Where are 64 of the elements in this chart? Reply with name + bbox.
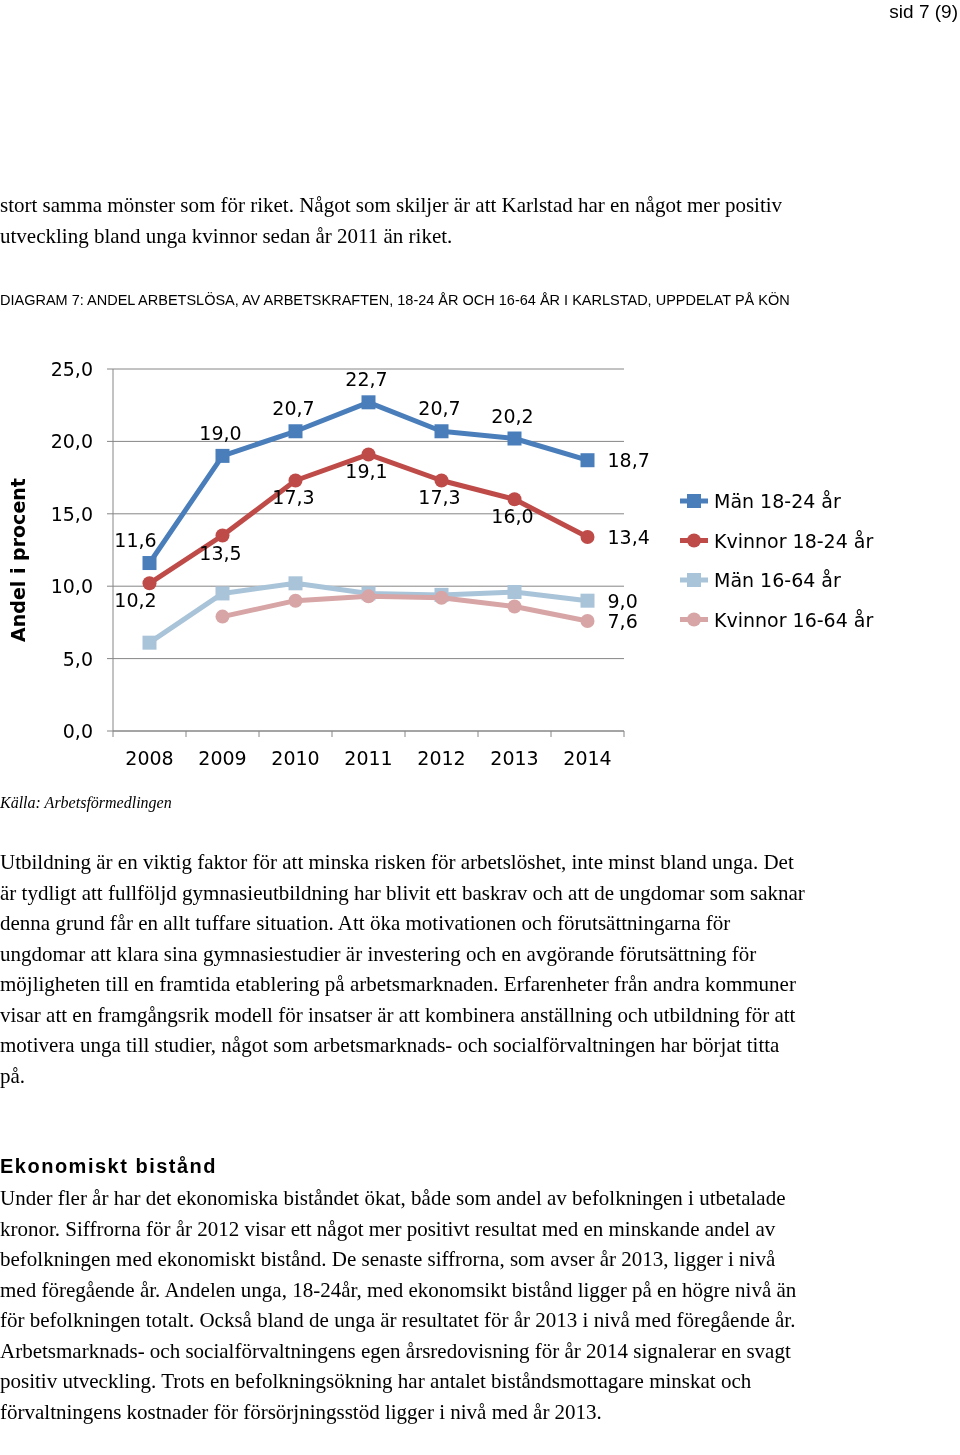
y-tick-label: 10,0 bbox=[50, 575, 93, 598]
legend-label: Kvinnor 16-64 år bbox=[714, 608, 874, 631]
text: sid 7 (9) bbox=[889, 1, 958, 22]
point bbox=[507, 431, 522, 446]
point bbox=[580, 453, 595, 468]
point bbox=[288, 424, 303, 439]
text: Källa: Arbetsförmedlingen bbox=[0, 794, 172, 812]
data-label: 13,5 bbox=[199, 541, 242, 564]
point bbox=[580, 529, 595, 544]
legend-label: Män 18-24 år bbox=[714, 490, 842, 512]
data-label: 13,4 bbox=[607, 525, 650, 548]
data-label: 22,7 bbox=[345, 368, 388, 391]
point bbox=[288, 576, 303, 591]
x-tick-label: 2009 bbox=[198, 747, 247, 769]
data-label: 20,7 bbox=[418, 397, 461, 420]
data-label: 20,2 bbox=[491, 404, 534, 427]
data-label: 20,7 bbox=[272, 397, 315, 420]
data-label: 17,3 bbox=[418, 486, 461, 509]
legend-label: Kvinnor 18-24 år bbox=[714, 529, 874, 552]
point bbox=[507, 599, 522, 614]
text: Utbildning är en viktig faktor för att minska risken för arbetslöshet, inte minst bland unga. Det är tydligt att fullföljd gymnasieutbildning har blivit ett baskrav och att de ungdomar som saknar denna grund får en allt tuffare situation. Att öka motivationen och förutsättningarna för ungdomar att klara sina gymnasiestudier är investering och en avgörande förutsättning för möjligheten till en framtida etablering på arbetsmarknaden. Erfarenheter från andra kommuner visar att en framgångsrik modell för insatser är att kombinera anställning och utbildning för att motivera unga till studier, något som arbetsmarknads- och socialförvaltningen har börjat titta på. bbox=[0, 850, 805, 1088]
point bbox=[580, 593, 595, 608]
point bbox=[142, 576, 157, 591]
point bbox=[215, 609, 230, 624]
x-tick-label: 2012 bbox=[417, 747, 466, 769]
data-label: 7,6 bbox=[607, 609, 638, 632]
text: Ekonomiskt bistånd bbox=[0, 1155, 218, 1177]
x-tick-label: 2011 bbox=[344, 747, 393, 769]
data-label: 9,0 bbox=[607, 589, 638, 612]
point bbox=[215, 528, 230, 543]
text: Under fler år har det ekonomiska biståndet ökat, både som andel av befolkningen i utbetalade kronor. Siffrorna för år 2012 visar ett något mer positivt resultat med en minskande andel av befolkningen med ekonomiskt bistånd. De senaste siffrorna, som avser år 2013, ligger i nivå med föregående år. Andelen unga, 18-24år, med ekonomsikt bistånd ligger på en högre nivå än för befolkningen totalt. Också bland de unga är resultatet för år 2013 i nivå med föregående år. Arbetsmarknads- och socialförvaltningens egen årsredovisning för år 2014 signalerar en svagt positiv utveckling. Trots en befolkningsökning har antalet biståndsmottagare minskat och förvaltningens kostnader för försörjningsstöd ligger i nivå med år 2013. bbox=[0, 1186, 797, 1424]
y-tick-label: 0,0 bbox=[62, 720, 93, 742]
data-label: 16,0 bbox=[491, 505, 534, 528]
point bbox=[142, 635, 157, 650]
point bbox=[580, 613, 595, 628]
point bbox=[434, 424, 449, 439]
legend-label: Män 16-64 år bbox=[714, 569, 842, 591]
point bbox=[507, 584, 522, 599]
y-tick-label: 20,0 bbox=[50, 430, 93, 453]
x-tick-label: 2014 bbox=[563, 747, 612, 769]
x-tick-label: 2010 bbox=[271, 747, 320, 769]
y-tick-label: 25,0 bbox=[50, 358, 93, 380]
data-label: 19,0 bbox=[199, 421, 242, 444]
data-label: 10,2 bbox=[114, 589, 157, 612]
data-label: 11,6 bbox=[114, 529, 157, 552]
point bbox=[361, 447, 376, 462]
x-tick-label: 2013 bbox=[490, 747, 539, 769]
point bbox=[142, 556, 157, 571]
data-label: 19,1 bbox=[345, 460, 388, 483]
point bbox=[288, 473, 303, 488]
point bbox=[288, 593, 303, 608]
point bbox=[215, 448, 230, 463]
y-tick-label: 15,0 bbox=[50, 502, 93, 525]
x-tick-label: 2008 bbox=[125, 747, 174, 769]
point bbox=[434, 473, 449, 488]
chart-title: DIAGRAM 7: ANDEL ARBETSLÖSA, AV ARBETSKRAFTEN, 18-24 ÅR OCH 16-64 ÅR I KARLSTAD, UPPDELAT PÅ KÖN bbox=[0, 291, 790, 308]
y-axis-title: Andel i procent bbox=[7, 478, 29, 642]
text: stort samma mönster som för riket. Något som skiljer är att Karlstad har en något mer positiv utveckling bland unga kvinnor sedan år 2011 än riket. bbox=[0, 193, 783, 248]
point bbox=[215, 586, 230, 601]
point bbox=[507, 492, 522, 507]
y-tick-label: 5,0 bbox=[62, 647, 93, 670]
data-label: 18,7 bbox=[607, 449, 650, 472]
data-label: 17,3 bbox=[272, 486, 315, 509]
point bbox=[361, 395, 376, 410]
